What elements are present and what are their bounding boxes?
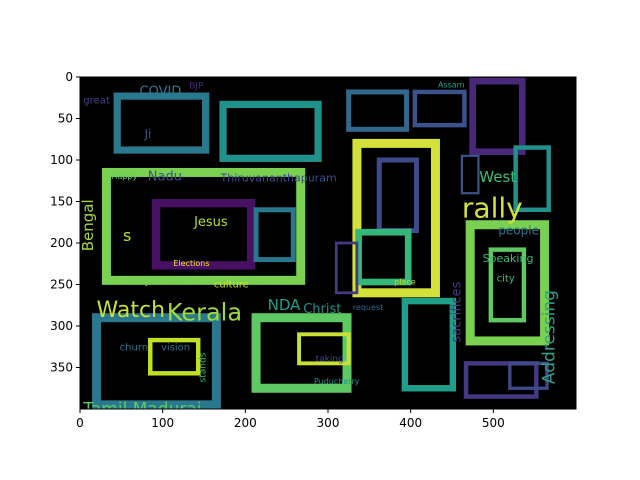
glyph-box-5 [101,167,306,285]
glyph-box-2 [346,89,410,132]
word-0: rally [462,191,523,224]
y-tick-label-1: 50 [58,112,73,126]
glyph-box-20 [334,241,359,295]
word-9: Jesus [193,215,228,230]
word-5: Bengal [79,199,97,251]
plot-background [80,77,576,409]
word-2: Watch [97,298,165,323]
y-tick-label-5: 250 [50,278,73,292]
word-28: BJP [189,81,204,91]
glyph-box-9 [513,145,551,213]
x-tick-label-2: 200 [234,416,257,430]
word-15: city [497,274,515,285]
word-29: Ji [143,127,151,141]
word-32: Assam [438,81,465,90]
glyph-box-6 [151,198,256,270]
word-16: Kanyakumari [125,276,190,287]
word-20: churn [120,343,148,354]
x-tick-label-1: 100 [151,416,174,430]
word-23: Puducherry [314,377,360,386]
word-25: place [394,277,416,286]
word-12: Thiruvananthapuram [220,171,337,184]
word-27: great [83,95,110,106]
word-24: request [353,303,383,312]
word-3: Tamil Madurai [82,399,201,419]
glyph-box-17 [463,361,539,399]
glyph-box-10 [465,220,550,346]
word-8: Christ [303,302,341,317]
glyph-box-1 [219,100,322,162]
word-11: Nadu [148,169,182,184]
glyph-box-13 [148,337,201,376]
glyph-box-19 [253,207,296,263]
word-7: NDA [268,296,302,314]
word-21: stands [199,352,209,382]
y-tick-label-2: 100 [50,153,73,167]
glyph-box-18 [355,228,412,286]
glyph-box-15 [297,332,351,366]
glyph-box-21 [508,361,549,390]
word-18: Elections [173,259,209,268]
x-tick-label-4: 400 [399,416,422,430]
glyph-box-3 [412,89,467,128]
glyph-box-12 [92,313,221,409]
word-19: vision [161,343,190,354]
word-22: taking [316,354,344,364]
glyph-box-0 [113,92,210,154]
y-tick-label-7: 350 [50,361,73,375]
glyph-box-11 [488,247,527,323]
word-26: sacrifices [449,281,464,342]
word-10: COVID [140,85,182,100]
word-31: Happy [111,172,137,181]
y-tick-label-4: 200 [50,236,73,250]
y-tick-label-6: 300 [50,319,73,333]
x-tick-label-0: 0 [76,416,84,430]
word-30: s [123,226,131,245]
word-17: culture [214,280,249,291]
glyph-box-4 [469,77,526,156]
x-tick-label-5: 500 [482,416,505,430]
x-tick-label-3: 300 [317,416,340,430]
word-1: Kerala [167,298,242,326]
y-tick-label-0: 0 [65,70,73,84]
word-6: West [479,168,516,186]
word-4: Addressing [540,290,560,384]
y-tick-label-3: 150 [50,195,73,209]
glyph-box-22 [460,154,480,195]
glyph-box-7 [352,138,440,298]
glyph-box-16 [401,297,457,392]
word-14: Speaking [483,252,534,265]
word-13: people [498,223,539,237]
